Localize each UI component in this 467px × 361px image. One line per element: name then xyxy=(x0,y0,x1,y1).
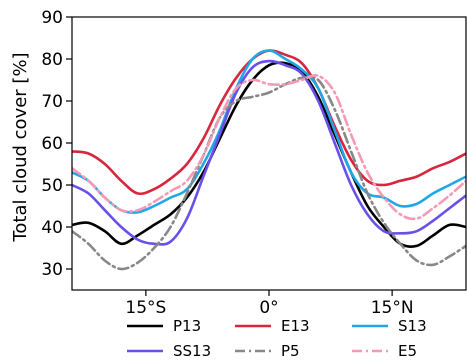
series-line-ss13 xyxy=(72,59,466,246)
x-tick-label: 15°N xyxy=(371,298,414,318)
legend: P13 E13 S13 SS13 P5 E5 xyxy=(127,317,427,360)
legend-item-e13: E13 xyxy=(235,317,310,335)
y-tick-label: 80 xyxy=(41,50,63,70)
legend-label: E5 xyxy=(398,342,417,360)
y-tick-label: 90 xyxy=(41,8,63,28)
y-tick-label: 60 xyxy=(41,134,63,154)
x-axis-ticks: 15°S 0° 15°N xyxy=(125,290,414,318)
series-layer xyxy=(72,49,466,271)
legend-item-e5: E5 xyxy=(352,342,417,360)
legend-label: SS13 xyxy=(173,342,211,360)
y-axis-label: Total cloud cover [%] xyxy=(10,52,31,242)
y-tick-label: 50 xyxy=(41,176,63,196)
series-group xyxy=(72,49,466,271)
y-axis-ticks: 30 40 50 60 70 80 90 xyxy=(41,8,72,280)
legend-label: E13 xyxy=(281,317,310,335)
series-line-p5 xyxy=(72,75,466,271)
legend-item-p13: P13 xyxy=(127,317,201,335)
series-line-p13 xyxy=(72,61,466,248)
legend-label: P5 xyxy=(281,342,300,360)
legend-item-s13: S13 xyxy=(352,317,427,335)
legend-item-ss13: SS13 xyxy=(127,342,211,360)
x-tick-label: 15°S xyxy=(125,298,166,318)
series-line-e13 xyxy=(72,49,466,196)
y-tick-label: 30 xyxy=(41,260,63,280)
legend-item-p5: P5 xyxy=(235,342,300,360)
x-tick-label: 0° xyxy=(259,298,278,318)
legend-label: S13 xyxy=(398,317,427,335)
series-line-e5 xyxy=(72,74,466,221)
plot-area-frame xyxy=(71,16,467,291)
y-tick-label: 40 xyxy=(41,218,63,238)
series-line-s13 xyxy=(72,49,466,214)
legend-label: P13 xyxy=(173,317,201,335)
y-tick-label: 70 xyxy=(41,92,63,112)
